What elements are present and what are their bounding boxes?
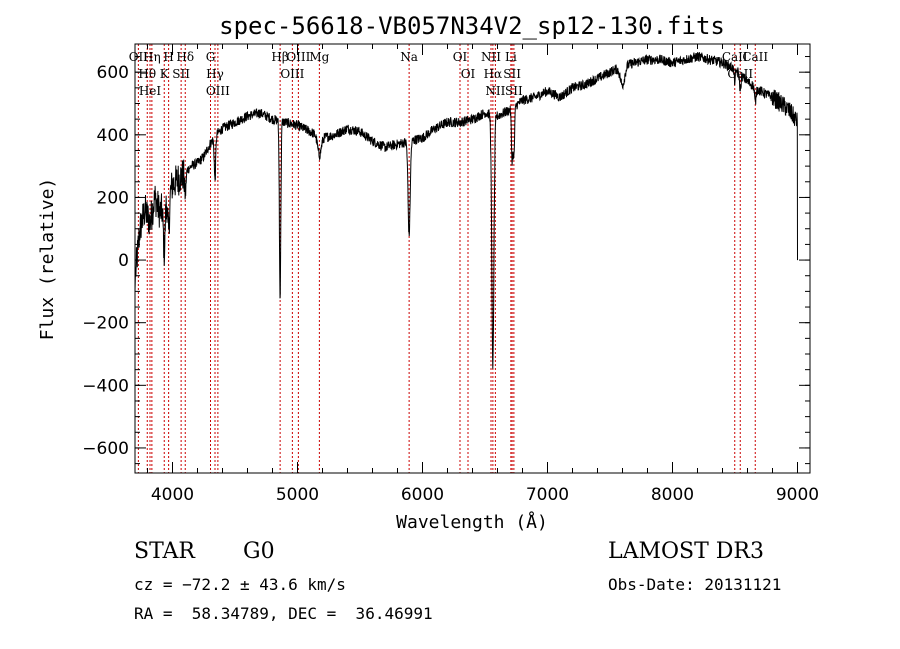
y-tick-label: 0 [118, 251, 129, 271]
y-axis-ticks: −600 −400 −200 0 200 400 600 [82, 56, 810, 465]
line-label-2: HeI [139, 84, 162, 98]
spectrum-trace [134, 51, 798, 369]
y-tick-label: −400 [82, 376, 129, 396]
x-tick-label: 8000 [651, 485, 694, 505]
spectral-line-markers [137, 44, 756, 473]
line-label-9: Hγ [206, 67, 224, 81]
line-label-12: OIII [280, 67, 304, 81]
object-class: STAR [134, 539, 195, 564]
line-label-18: NII [481, 50, 501, 64]
line-label-26: CaII [742, 50, 768, 64]
line-label-3: Hη [143, 50, 161, 64]
survey-name: LAMOST DR3 [608, 539, 764, 564]
y-tick-label: 200 [97, 188, 129, 208]
chart-title: spec-56618-VB057N34V2_sp12-130.fits [219, 12, 725, 40]
x-tick-label: 6000 [401, 485, 444, 505]
line-label-4: K [160, 67, 170, 81]
line-label-14: Mg [309, 50, 329, 64]
y-tick-label: 600 [97, 63, 129, 83]
line-label-6: SII [172, 67, 190, 81]
x-axis-label: Wavelength (Å) [396, 511, 548, 533]
line-label-22: SII [503, 67, 521, 81]
y-axis-label: Flux (relative) [37, 178, 58, 341]
line-label-8: G [206, 50, 216, 64]
x-tick-label: 5000 [276, 485, 319, 505]
y-tick-label: 400 [97, 126, 129, 146]
object-subclass: G0 [243, 539, 275, 564]
coordinates-readout: RA = 58.34789, DEC = 36.46991 [134, 604, 433, 623]
line-label-1: Hθ [138, 67, 156, 81]
x-tick-label: 4000 [151, 485, 194, 505]
line-label-13: OIII [286, 50, 310, 64]
line-label-7: Hδ [176, 50, 194, 64]
x-axis-ticks: 4000 5000 6000 7000 8000 9000 [147, 44, 819, 505]
line-label-19: Hα [484, 67, 503, 81]
line-label-21: Li [505, 50, 517, 64]
line-label-5: H [163, 50, 173, 64]
x-tick-label: 7000 [526, 485, 569, 505]
line-label-23: SII [505, 84, 523, 98]
redshift-readout: cz = −72.2 ± 43.6 km/s [134, 575, 346, 594]
line-label-17: OI [461, 67, 476, 81]
y-tick-label: −600 [82, 439, 129, 459]
line-label-11: Hβ [271, 50, 288, 64]
line-label-20: NII [485, 84, 505, 98]
line-label-16: OI [453, 50, 468, 64]
line-label-24: CaII [722, 50, 748, 64]
y-tick-label: −200 [82, 314, 129, 334]
line-label-10: OIII [206, 84, 230, 98]
x-tick-label: 9000 [776, 485, 819, 505]
observation-date: Obs-Date: 20131121 [608, 575, 782, 594]
line-label-15: Na [400, 50, 418, 64]
plot-frame [134, 43, 811, 474]
